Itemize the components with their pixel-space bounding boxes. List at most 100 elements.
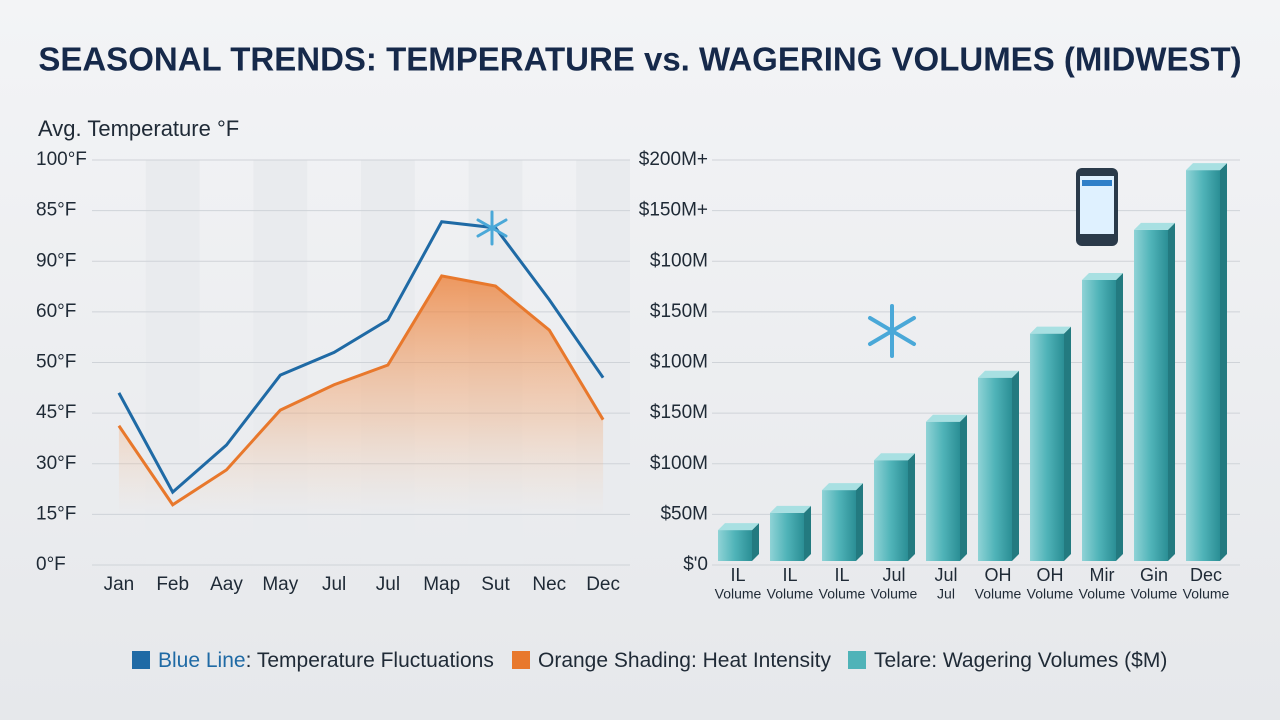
x-tick-label: IL — [730, 565, 745, 585]
legend-text: : Heat Intensity — [691, 649, 832, 672]
y-tick-label: 30°F — [36, 453, 76, 474]
bar-top — [926, 414, 967, 422]
bar-side — [856, 483, 863, 561]
y-tick-label: $'0 — [683, 554, 708, 575]
x-tick-label: Sut — [481, 574, 510, 595]
legend-entry: Blue Line: Temperature Fluctuations — [158, 649, 494, 672]
x-tick-sublabel: Jul — [937, 586, 955, 602]
x-tick-label: Jul — [882, 565, 905, 585]
bar-top — [1186, 163, 1227, 171]
bar-side — [752, 523, 759, 561]
bar-top — [1082, 272, 1123, 280]
x-tick-label: Mir — [1090, 565, 1115, 585]
y-tick-label: $200M+ — [639, 149, 708, 170]
legend-text: : Temperature Fluctuations — [246, 649, 494, 672]
x-tick-sublabel: Volume — [1079, 586, 1126, 602]
legend-text: : Wagering Volumes ($M) — [931, 649, 1167, 672]
x-tick-label: OH — [985, 565, 1012, 585]
bar — [926, 421, 960, 561]
x-tick-label: Dec — [1190, 565, 1222, 585]
legend-entry: Telare: Wagering Volumes ($M) — [874, 649, 1167, 672]
bar-top — [874, 453, 915, 461]
x-tick-label: Feb — [156, 574, 189, 595]
x-tick-label: Jul — [934, 565, 957, 585]
series-line — [117, 274, 605, 507]
bar-top — [718, 523, 759, 531]
x-tick-label: Aay — [210, 574, 243, 595]
bar-top — [822, 483, 863, 491]
bar-top — [978, 370, 1019, 378]
bar-side — [908, 453, 915, 561]
bar — [718, 530, 752, 561]
y-tick-label: 0°F — [36, 554, 66, 575]
bar — [822, 490, 856, 561]
legend-key: Blue Line — [158, 649, 246, 672]
y-tick-label: 50°F — [36, 352, 76, 373]
legend: Blue Line: Temperature Fluctuations Orang… — [132, 649, 1167, 672]
legend-entry: Orange Shading: Heat Intensity — [538, 649, 832, 672]
y-tick-label: $100M — [650, 453, 708, 474]
x-tick-sublabel: Volume — [767, 586, 814, 602]
x-tick-sublabel: Volume — [1131, 586, 1178, 602]
y-tick-label: $150M — [650, 301, 708, 322]
legend-key: Orange Shading — [538, 649, 691, 672]
legend-swatch — [848, 651, 866, 669]
y-tick-label: 60°F — [36, 301, 76, 322]
series-line — [117, 220, 605, 495]
bar — [874, 460, 908, 561]
x-tick-label: Jul — [322, 574, 346, 595]
x-tick-label: Map — [423, 574, 460, 595]
y-tick-label: $150M — [650, 402, 708, 423]
x-tick-sublabel: Volume — [871, 586, 918, 602]
bar — [978, 377, 1012, 561]
y-tick-label: $150M+ — [639, 200, 708, 221]
x-tick-label: Jul — [376, 574, 400, 595]
x-tick-label: Gin — [1140, 565, 1168, 585]
x-tick-label: Dec — [586, 574, 620, 595]
y-tick-label: 85°F — [36, 200, 76, 221]
bar-side — [1064, 326, 1071, 561]
x-tick-sublabel: Volume — [715, 586, 762, 602]
bar-top — [1134, 222, 1175, 230]
bar-side — [960, 414, 967, 561]
bar-side — [1168, 222, 1175, 562]
legend-swatch — [512, 651, 530, 669]
snowflake-icon — [868, 304, 916, 358]
y-tick-label: 100°F — [36, 149, 87, 170]
legend-key: Telare — [874, 649, 931, 672]
bar — [1134, 229, 1168, 562]
phone-icon — [1076, 168, 1118, 246]
x-tick-label: May — [262, 574, 298, 595]
page-title: SEASONAL TRENDS: TEMPERATURE vs. WAGERIN… — [38, 41, 1241, 78]
x-tick-label: IL — [782, 565, 797, 585]
y-tick-label: $100M — [650, 352, 708, 373]
y-tick-label: 90°F — [36, 250, 76, 271]
bar — [1030, 333, 1064, 561]
x-tick-label: OH — [1037, 565, 1064, 585]
bar — [1082, 279, 1116, 561]
y-tick-label: $100M — [650, 250, 708, 271]
x-tick-label: Jan — [104, 574, 135, 595]
snowflake-icon — [476, 210, 508, 246]
x-tick-sublabel: Volume — [819, 586, 866, 602]
legend-swatch — [132, 651, 150, 669]
y-axis-label: Avg. Temperature °F — [38, 116, 239, 141]
volume-chart: $'0 $50M $100M $150M $100M $150M $100M $150M+ $2… — [639, 149, 1240, 602]
bar-top — [1030, 326, 1071, 334]
x-tick-label: IL — [834, 565, 849, 585]
x-tick-label: Nec — [532, 574, 566, 595]
bar — [1186, 170, 1220, 561]
x-tick-sublabel: Volume — [1027, 586, 1074, 602]
temperature-chart: 0°F 15°F 30°F 45°F 50°F 60°F 90°F 85°F 100°F Jan F… — [36, 149, 630, 595]
y-tick-label: 45°F — [36, 402, 76, 423]
bar-side — [1220, 163, 1227, 561]
bar — [770, 512, 804, 561]
bar-top — [770, 505, 811, 513]
bar-side — [1012, 370, 1019, 561]
bar-side — [804, 505, 811, 561]
x-tick-sublabel: Volume — [1183, 586, 1230, 602]
y-tick-label: 15°F — [36, 503, 76, 524]
x-tick-sublabel: Volume — [975, 586, 1022, 602]
y-tick-label: $50M — [660, 503, 708, 524]
